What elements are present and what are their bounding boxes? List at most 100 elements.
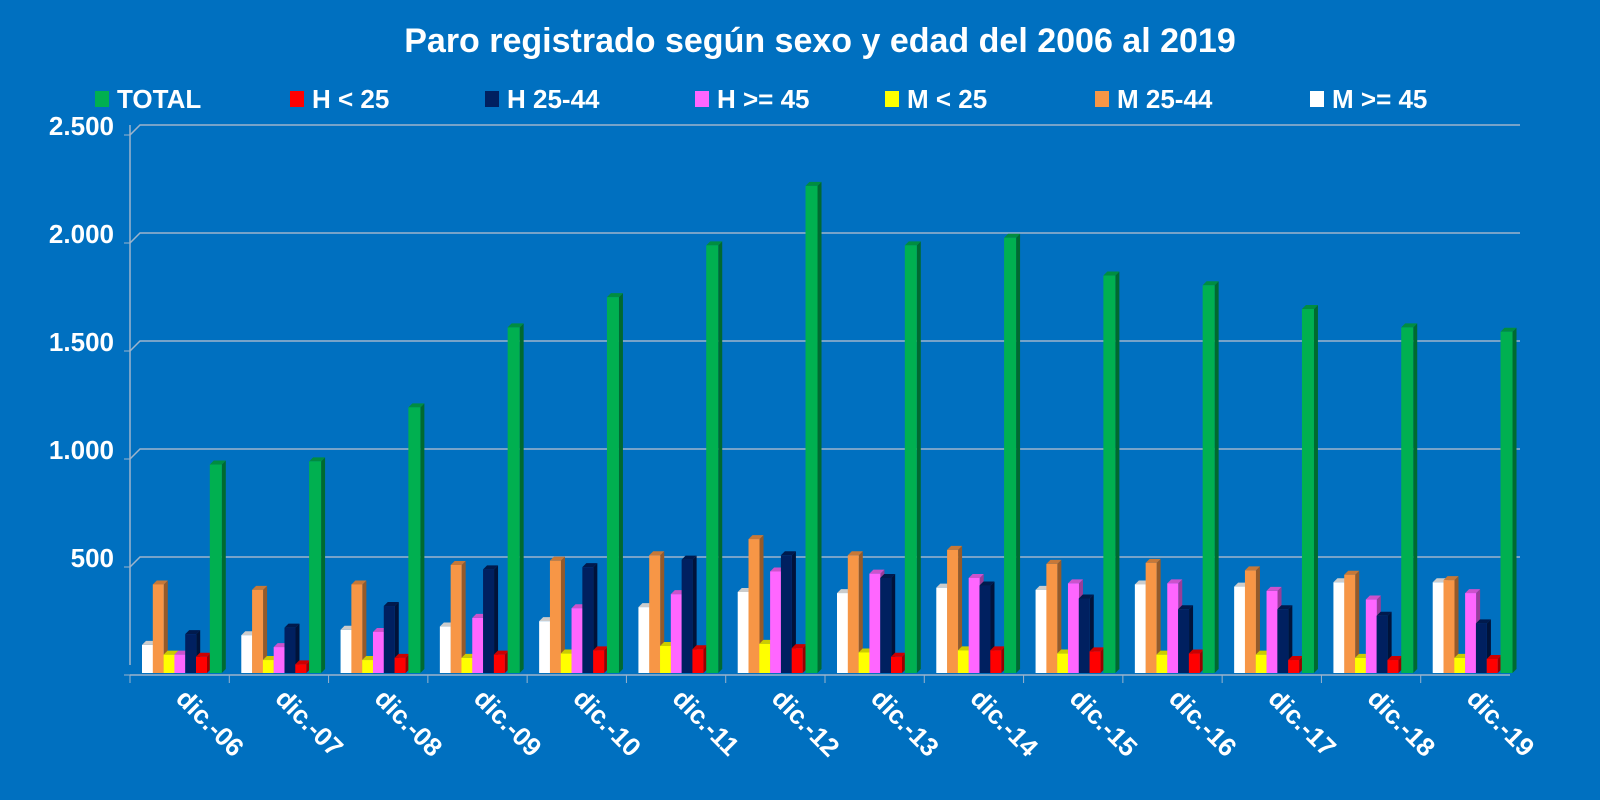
bar-top: [1376, 611, 1392, 616]
bar-face: [869, 573, 881, 673]
bar-m-25-44: [252, 585, 268, 673]
bar-face: [1355, 657, 1367, 673]
gridlines: [129, 124, 1520, 568]
bar-side: [593, 563, 598, 673]
y-tick-label: 2.000: [49, 219, 114, 249]
legend-label: H >= 45: [717, 84, 810, 114]
legend-label: M < 25: [907, 84, 987, 114]
bar-top: [1004, 233, 1021, 238]
bar-total: [507, 323, 524, 673]
y-tick-label: 1.500: [49, 327, 114, 357]
bar-side: [420, 403, 425, 673]
bar-face: [947, 549, 959, 673]
bar-h-25-44: [880, 573, 896, 673]
bar-face: [262, 660, 274, 673]
bar-face: [209, 464, 222, 673]
bar-top: [1465, 589, 1481, 594]
x-tick-label: dic.-11: [667, 683, 745, 761]
bar-h-25: [1486, 654, 1502, 673]
bar-face: [372, 631, 384, 673]
bar-m-25-44: [549, 556, 565, 673]
bar-side: [791, 551, 796, 673]
x-tick-label: dic.-08: [369, 683, 448, 762]
y-axis: 500 1.000 1.500 2.000 2.500: [49, 111, 1510, 676]
bar-top: [1145, 558, 1161, 563]
bar-h-25-44: [582, 563, 598, 673]
bar-side: [891, 573, 896, 673]
bar-top: [1486, 654, 1502, 659]
bar-top: [483, 565, 499, 570]
bar-side: [362, 580, 367, 673]
bar-top: [1188, 649, 1204, 654]
bar-face: [196, 656, 207, 673]
bar-total: [805, 181, 822, 674]
bar-top: [408, 403, 425, 408]
bar-side: [494, 565, 499, 673]
bar-face: [968, 577, 980, 673]
bar-side: [1156, 558, 1161, 673]
bar-face: [273, 647, 285, 673]
bar-top: [196, 652, 211, 657]
bar-h-25: [990, 646, 1006, 673]
bar-top: [1067, 579, 1083, 584]
bar-face: [748, 539, 760, 673]
legend-swatch: [1095, 91, 1109, 107]
bar-face: [1234, 586, 1246, 673]
bar-top: [1277, 605, 1293, 610]
bar-side: [1057, 559, 1062, 673]
x-tick-label: dic.-12: [766, 683, 845, 762]
bar-top: [968, 573, 984, 578]
bar-top: [185, 630, 201, 635]
bar-m-25-44: [1443, 576, 1459, 673]
bar-side: [958, 545, 963, 673]
bar-top: [309, 457, 326, 462]
gridline: [129, 556, 1520, 568]
bar-top: [593, 646, 609, 651]
bar-h-25: [196, 652, 211, 673]
bar-face: [560, 653, 572, 673]
bar-h-25-44: [681, 555, 697, 673]
bar-side: [1214, 281, 1219, 673]
bar-side: [618, 293, 623, 673]
bar-side: [1016, 233, 1021, 673]
bar-total: [1004, 233, 1021, 673]
bar-total: [309, 457, 326, 673]
bar-h-25: [593, 646, 609, 673]
bar-top: [1103, 271, 1120, 276]
bar-top: [1078, 594, 1094, 599]
bar-top: [1178, 605, 1194, 610]
legend: TOTAL H < 25 H 25-44 H >= 45 M < 25 M 25-44 M …: [95, 84, 1427, 114]
bar-top: [1500, 327, 1517, 332]
bar-m-25-44: [947, 545, 963, 673]
bar-face: [692, 649, 704, 673]
bar-face: [858, 652, 870, 673]
bar-face: [891, 656, 902, 673]
bar-total: [706, 241, 723, 673]
bar-face: [1089, 651, 1101, 673]
x-axis: dic.-06 dic.-07 dic.-08 dic.-09 dic.-10 dic.-…: [129, 675, 1541, 763]
bar-face: [1103, 275, 1116, 673]
bar-face: [1401, 327, 1414, 673]
x-tick-label: dic.-09: [468, 683, 547, 762]
bar-total: [1202, 281, 1219, 673]
bar-face: [1432, 582, 1444, 673]
bar-face: [383, 606, 395, 673]
bar-m-25-44: [351, 580, 367, 673]
legend-label: H 25-44: [507, 84, 600, 114]
bar-face: [1167, 583, 1179, 673]
bar-face: [681, 559, 693, 673]
bar-top: [252, 585, 268, 590]
bar-m-25-44: [152, 580, 168, 673]
bar-side: [759, 535, 764, 673]
bar-face: [309, 461, 322, 673]
bar-h-25: [1188, 649, 1204, 673]
bar-face: [880, 577, 892, 673]
x-tick-label: dic.-13: [865, 683, 944, 762]
bar-face: [1387, 660, 1399, 673]
bar-face: [606, 297, 619, 673]
y-tick-label: 1.000: [49, 435, 114, 465]
x-tick-label: dic.-10: [568, 683, 647, 762]
bar-face: [142, 644, 153, 673]
bar-face: [1301, 309, 1314, 673]
